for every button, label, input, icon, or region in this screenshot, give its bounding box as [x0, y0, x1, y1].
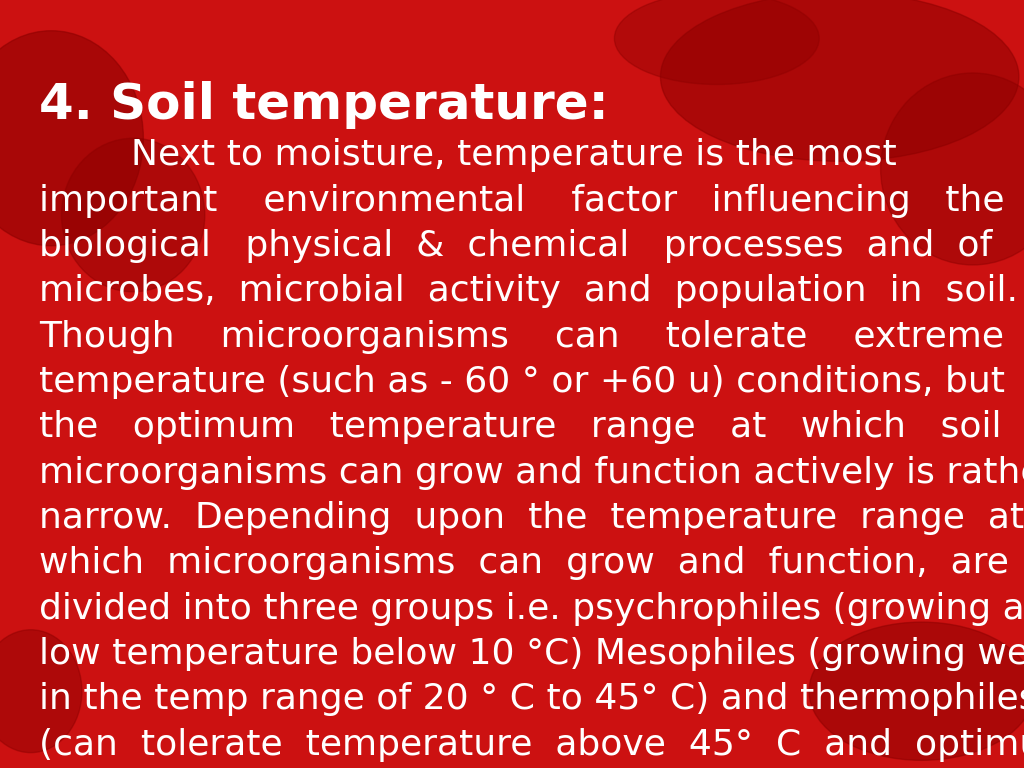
Ellipse shape [809, 622, 1024, 760]
Text: Next to moisture, temperature is the most
important    environmental    factor  : Next to moisture, temperature is the mos… [39, 138, 1024, 768]
Ellipse shape [0, 31, 143, 246]
Text: 4. Soil temperature:: 4. Soil temperature: [39, 81, 608, 128]
Ellipse shape [660, 0, 1019, 161]
Ellipse shape [0, 630, 82, 753]
Ellipse shape [881, 73, 1024, 265]
Ellipse shape [61, 138, 205, 292]
Ellipse shape [614, 0, 819, 84]
